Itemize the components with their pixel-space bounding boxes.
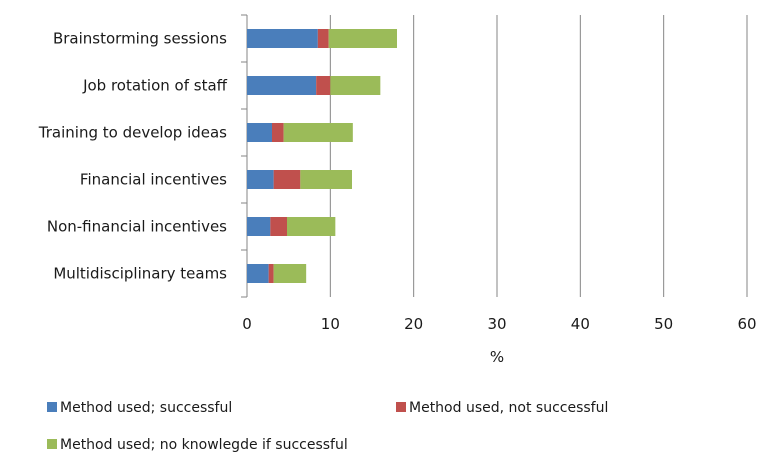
legend-label: Method used; no knowlegde if successful [60, 437, 348, 453]
x-tick-label: 40 [571, 315, 590, 333]
legend-label: Method used; successful [60, 400, 232, 416]
x-tick-label: 10 [321, 315, 340, 333]
category-label: Job rotation of staff [82, 77, 228, 95]
bar-segment [317, 29, 329, 48]
bar-segment [273, 170, 301, 189]
category-label: Financial incentives [80, 171, 227, 189]
x-tick-label: 0 [242, 315, 252, 333]
x-tick-label: 60 [737, 315, 756, 333]
bar-segment [268, 264, 274, 283]
bars [247, 29, 397, 283]
category-label: Multidisciplinary teams [53, 265, 227, 283]
legend: Method used; successful Method used, not … [47, 400, 608, 453]
axes [241, 14, 248, 298]
category-label: Training to develop ideas [38, 124, 227, 142]
bar-segment [247, 217, 271, 236]
bar-segment [270, 217, 287, 236]
category-label: Non-financial incentives [47, 218, 227, 236]
x-tick-label: 50 [654, 315, 673, 333]
bar-segment [328, 29, 397, 48]
bar-segment [330, 76, 381, 95]
labels: 0 10 20 30 40 50 60% Brainstorming sessions Job … [38, 30, 757, 367]
bar-segment [247, 264, 269, 283]
bar-segment [316, 76, 331, 95]
x-tick-label: 20 [404, 315, 423, 333]
bar-segment [273, 264, 307, 283]
bar-segment [247, 76, 317, 95]
bar-segment [300, 170, 352, 189]
category-label: Brainstorming sessions [53, 30, 227, 48]
legend-label: Method used, not successful [409, 400, 608, 416]
bar-segment [247, 123, 272, 142]
gridlines [329, 15, 748, 297]
bar-segment [283, 123, 353, 142]
bar-segment [247, 29, 318, 48]
bar-segment [287, 217, 336, 236]
legend-swatch [47, 402, 57, 412]
legend-swatch [47, 439, 57, 449]
legend-swatch [396, 402, 406, 412]
bar-segment [247, 170, 274, 189]
x-tick-label: 30 [487, 315, 506, 333]
bar-segment [272, 123, 284, 142]
x-axis-label: % [490, 348, 504, 366]
